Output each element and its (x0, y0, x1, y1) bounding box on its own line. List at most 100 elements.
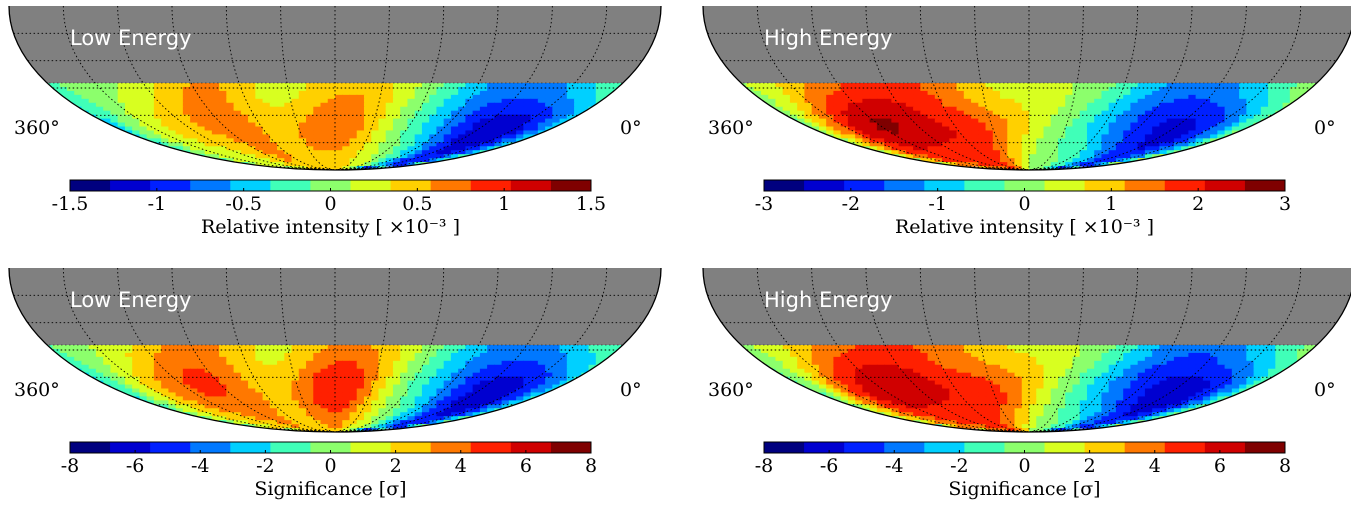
heatmap-cell (132, 345, 140, 350)
heatmap-cell (335, 158, 343, 163)
heatmap-cell (1065, 357, 1073, 362)
heatmap-cell (942, 361, 950, 366)
heatmap-cell (219, 111, 227, 116)
heatmap-cell (444, 150, 452, 155)
heatmap-cell (884, 357, 892, 362)
heatmap-cell (321, 150, 329, 155)
heatmap-cell (920, 385, 928, 390)
heatmap-cell (1072, 107, 1080, 112)
heatmap-cell (986, 365, 994, 370)
heatmap-cell (768, 357, 776, 362)
heatmap-cell (357, 130, 365, 135)
heatmap-cell (465, 123, 473, 128)
heatmap-cell (197, 353, 205, 358)
heatmap-cell (349, 365, 357, 370)
heatmap-cell (1181, 381, 1189, 386)
heatmap-cell (335, 392, 343, 397)
heatmap-cell (386, 385, 394, 390)
heatmap-cell (371, 119, 379, 124)
heatmap-cell (790, 353, 798, 358)
heatmap-cell (891, 130, 899, 135)
heatmap-cell (509, 381, 517, 386)
heatmap-cell (986, 345, 994, 350)
heatmap-cell (1217, 381, 1225, 386)
heatmap-cell (110, 91, 118, 96)
heatmap-cell (357, 107, 365, 112)
heatmap-cell (1094, 107, 1102, 112)
heatmap-cell (349, 111, 357, 116)
heatmap-cell (386, 381, 394, 386)
heatmap-cell (1007, 365, 1015, 370)
heatmap-cell (1275, 345, 1283, 350)
heatmap-cell (306, 365, 314, 370)
heatmap-cell (74, 353, 82, 358)
heatmap-cell (971, 373, 979, 378)
heatmap-cell (516, 389, 524, 394)
heatmap-cell (1007, 357, 1015, 362)
heatmap-cell (183, 389, 191, 394)
heatmap-cell (1145, 345, 1153, 350)
heatmap-cell (183, 103, 191, 108)
heatmap-cell (415, 361, 423, 366)
heatmap-cell (234, 95, 242, 100)
heatmap-cell (502, 134, 510, 139)
heatmap-cell (212, 408, 220, 413)
heatmap-cell (161, 361, 169, 366)
heatmap-cell (964, 130, 972, 135)
heatmap-cell (833, 99, 841, 104)
heatmap-cell (38, 345, 46, 350)
heatmap-cell (407, 381, 415, 386)
heatmap-cell (263, 119, 271, 124)
ra-right-label: 0° (1314, 117, 1336, 139)
heatmap-cell (132, 369, 140, 374)
heatmap-cell (378, 369, 386, 374)
heatmap-cell (270, 361, 278, 366)
heatmap-cell (574, 361, 582, 366)
heatmap-cell (1174, 385, 1182, 390)
heatmap-cell (378, 154, 386, 159)
heatmap-cell (1181, 107, 1189, 112)
heatmap-cell (393, 91, 401, 96)
heatmap-cell (263, 385, 271, 390)
heatmap-cell (241, 107, 249, 112)
heatmap-cell (444, 392, 452, 397)
heatmap-cell (1087, 123, 1095, 128)
heatmap-cell (1174, 83, 1182, 88)
heatmap-cell (81, 95, 89, 100)
heatmap-cell (342, 420, 350, 425)
heatmap-cell (415, 103, 423, 108)
heatmap-cell (783, 381, 791, 386)
heatmap-cell (270, 134, 278, 139)
heatmap-cell (1152, 91, 1160, 96)
heatmap-cell (913, 95, 921, 100)
heatmap-cell (154, 369, 162, 374)
heatmap-cell (1116, 95, 1124, 100)
heatmap-cell (168, 134, 176, 139)
heatmap-cell (560, 361, 568, 366)
heatmap-cell (986, 369, 994, 374)
heatmap-cell (1188, 91, 1196, 96)
heatmap-cell (942, 154, 950, 159)
heatmap-cell (596, 345, 604, 350)
heatmap-cell (754, 345, 762, 350)
heatmap-cell (494, 392, 502, 397)
heatmap-cell (804, 103, 812, 108)
heatmap-cell (161, 345, 169, 350)
heatmap-cell (906, 95, 914, 100)
heatmap-cell (804, 95, 812, 100)
heatmap-cell (906, 134, 914, 139)
heatmap-cell (574, 381, 582, 386)
heatmap-cell (509, 119, 517, 124)
heatmap-cell (971, 103, 979, 108)
heatmap-cell (480, 389, 488, 394)
heatmap-cell (284, 420, 292, 425)
heatmap-cell (1080, 130, 1088, 135)
heatmap-cell (429, 130, 437, 135)
heatmap-cell (292, 369, 300, 374)
heatmap-cell (1188, 389, 1196, 394)
heatmap-cell (299, 389, 307, 394)
heatmap-cell (415, 392, 423, 397)
heatmap-cell (1087, 95, 1095, 100)
